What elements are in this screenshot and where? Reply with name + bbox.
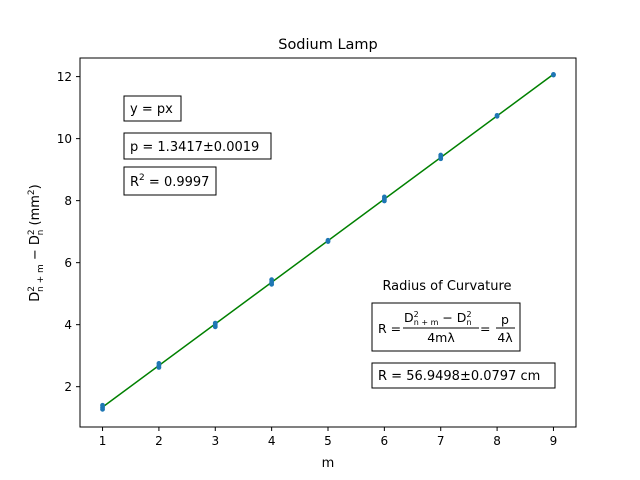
x-axis-label: m	[322, 456, 335, 471]
x-tick-label: 7	[437, 434, 445, 448]
roc-formula-box	[371, 302, 521, 352]
data-point	[381, 194, 387, 200]
x-tick-label: 4	[268, 434, 276, 448]
formula-denominator-1: 4mλ	[427, 330, 455, 345]
y-label-D1: D	[28, 292, 43, 302]
r2-sup: 2	[139, 173, 145, 183]
formula-numerator-2: p	[501, 312, 509, 327]
x-tick-label: 3	[211, 434, 219, 448]
y-tick-label: 2	[64, 380, 72, 394]
roc-value-box	[371, 362, 556, 389]
r2-rest: = 0.9997	[145, 175, 210, 190]
r2-text: R2 = 0.9997	[130, 173, 209, 190]
x-tick-label: 1	[99, 434, 107, 448]
roc-value-text: R = 56.9498±0.0797 cm	[378, 369, 540, 384]
data-points	[100, 72, 556, 412]
formula-denominator-2: 4λ	[497, 330, 513, 345]
r2-base: R	[130, 175, 139, 190]
y-label-sup1: 2	[27, 286, 37, 292]
data-point	[212, 320, 218, 326]
y-label-sub2: n	[36, 230, 46, 236]
r2-box	[123, 166, 217, 196]
y-axis-ticks: 2 4 6 8 10 12	[57, 70, 80, 394]
chart-title: Sodium Lamp	[278, 37, 378, 53]
data-point	[325, 237, 331, 243]
y-label-sub1: n + m	[36, 264, 46, 292]
y-label-unit: (mm	[28, 195, 43, 230]
x-tick-label: 9	[550, 434, 558, 448]
y-tick-label: 8	[64, 194, 72, 208]
formula-num-sup2: 2	[466, 310, 471, 319]
roc-title: Radius of Curvature	[382, 279, 511, 294]
formula-eq: =	[480, 321, 490, 336]
y-label-sup2: 2	[27, 229, 37, 235]
data-point	[551, 72, 556, 77]
data-point	[269, 277, 275, 283]
formula-num-sup1: 2	[414, 310, 419, 319]
y-tick-label: 4	[64, 318, 72, 332]
y-tick-label: 12	[57, 70, 72, 84]
y-tick-label: 6	[64, 256, 72, 270]
formula-numerator: D2 n + m − D2 n	[404, 310, 472, 327]
formula-num-minus: − D	[438, 310, 466, 325]
p-value-box	[123, 132, 272, 160]
formula-num-sub2: n	[467, 318, 472, 327]
x-axis-ticks: 1 2 3 4 5 6 7 8 9	[99, 427, 558, 448]
data-point	[156, 361, 162, 366]
model-text: y = px	[130, 102, 173, 117]
y-label-unit-sup: 2	[27, 189, 37, 195]
x-tick-label: 6	[381, 434, 389, 448]
y-axis-label: D2n + m − D2n (mm2)	[27, 184, 46, 301]
formula-num-sub1: n + m	[414, 318, 439, 327]
formula-lhs: R =	[378, 321, 401, 336]
x-tick-label: 5	[324, 434, 332, 448]
data-point	[100, 402, 105, 408]
x-tick-label: 2	[155, 434, 163, 448]
formula-num-D1: D	[404, 310, 414, 325]
y-label-minus: −	[28, 245, 43, 264]
data-point	[438, 152, 444, 158]
y-label-unit-close: )	[28, 184, 43, 189]
model-box	[123, 95, 182, 122]
data-point	[494, 112, 500, 118]
y-tick-label: 10	[57, 132, 72, 146]
y-label-D2: D	[28, 235, 43, 245]
roc-formula: R = D2 n + m − D2 n 4mλ = p 4λ	[378, 310, 515, 345]
x-tick-label: 8	[493, 434, 501, 448]
p-value-text: p = 1.3417±0.0019	[130, 140, 259, 155]
